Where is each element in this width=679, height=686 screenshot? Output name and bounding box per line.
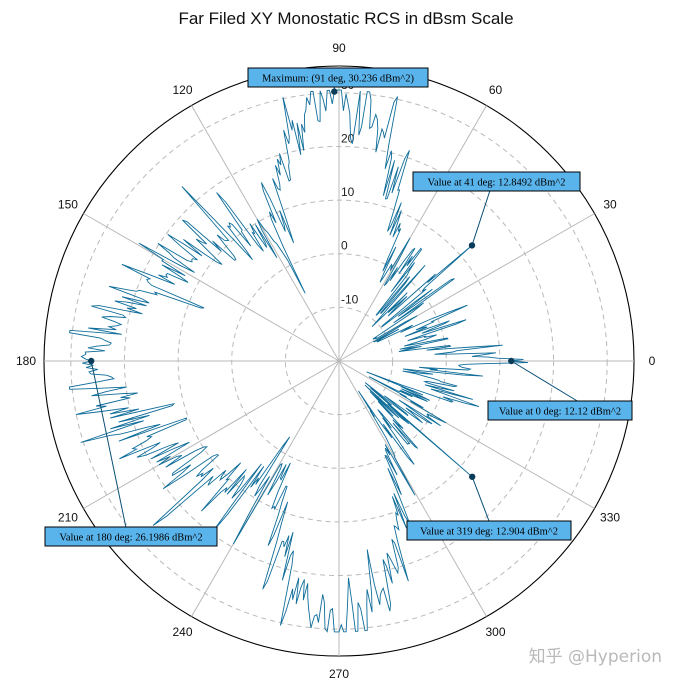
annotation-label: Value at 319 deg: 12.904 dBm^2: [420, 527, 558, 538]
angle-tick-label: 0: [649, 354, 656, 368]
polar-grid: [43, 65, 635, 657]
angle-grid-spoke: [338, 105, 487, 362]
angle-tick-label: 60: [489, 83, 503, 97]
annotation-marker: [508, 357, 515, 365]
angle-tick-label: 30: [603, 198, 617, 212]
annotation-box: [487, 400, 633, 421]
radial-tick-label: 10: [341, 185, 355, 199]
angle-tick-labels: 0 30 60 90 120 150 180 210 240 270 300 330: [16, 41, 656, 681]
angle-tick-label: 240: [172, 625, 192, 639]
annotation: Value at 180 deg: 26.1986 dBm^2: [44, 357, 218, 547]
angle-grid-spoke: [83, 213, 340, 362]
radial-tick-label: -10: [341, 292, 359, 306]
annotation-marker: [468, 473, 476, 480]
angle-tick-label: 210: [58, 511, 78, 525]
annotations: Maximum: (91 deg, 30.236 dBm^2) Value at …: [44, 67, 633, 547]
angle-grid-spoke: [338, 360, 595, 509]
annotation-label: Value at 0 deg: 12.12 dBm^2: [499, 407, 621, 418]
angle-grid-spoke: [191, 360, 340, 617]
annotation-marker: [468, 242, 476, 249]
annotation-label: Maximum: (91 deg, 30.236 dBm^2): [262, 74, 414, 85]
angle-tick-label: 120: [172, 83, 192, 97]
annotation: Maximum: (91 deg, 30.236 dBm^2): [247, 67, 429, 95]
annotation-box: [412, 171, 581, 192]
angle-tick-label: 270: [329, 667, 349, 681]
annotation-label: Value at 180 deg: 26.1986 dBm^2: [59, 533, 202, 544]
annotation-leader-line: [471, 190, 491, 246]
angle-grid-spoke: [338, 213, 595, 362]
annotation: Value at 41 deg: 12.8492 dBm^2: [412, 171, 581, 249]
angle-tick-label: 180: [16, 354, 36, 368]
angle-grid-spoke: [191, 105, 340, 362]
annotation-marker: [88, 357, 95, 365]
chart-title: Far Filed XY Monostatic RCS in dBsm Scal…: [178, 9, 513, 28]
angle-tick-label: 90: [332, 41, 346, 55]
angle-tick-label: 150: [58, 198, 78, 212]
annotation-box: [406, 520, 572, 541]
angle-grid-spoke: [338, 360, 487, 617]
annotation-box: [247, 67, 429, 88]
annotation-leader-line: [471, 476, 490, 522]
annotation: Value at 0 deg: 12.12 dBm^2: [487, 357, 633, 421]
annotation-box: [44, 526, 218, 547]
annotation-leader-line: [90, 360, 127, 528]
radial-tick-label: 0: [341, 239, 348, 253]
annotation-marker: [331, 88, 338, 95]
angle-tick-label: 300: [485, 625, 505, 639]
watermark: 知乎 @Hyperion: [529, 647, 662, 667]
annotation: Value at 319 deg: 12.904 dBm^2: [406, 473, 572, 541]
angle-tick-label: 330: [600, 511, 620, 525]
annotation-label: Value at 41 deg: 12.8492 dBm^2: [428, 178, 566, 189]
angle-grid-spoke: [83, 360, 340, 509]
annotation-leader-line: [511, 360, 578, 402]
